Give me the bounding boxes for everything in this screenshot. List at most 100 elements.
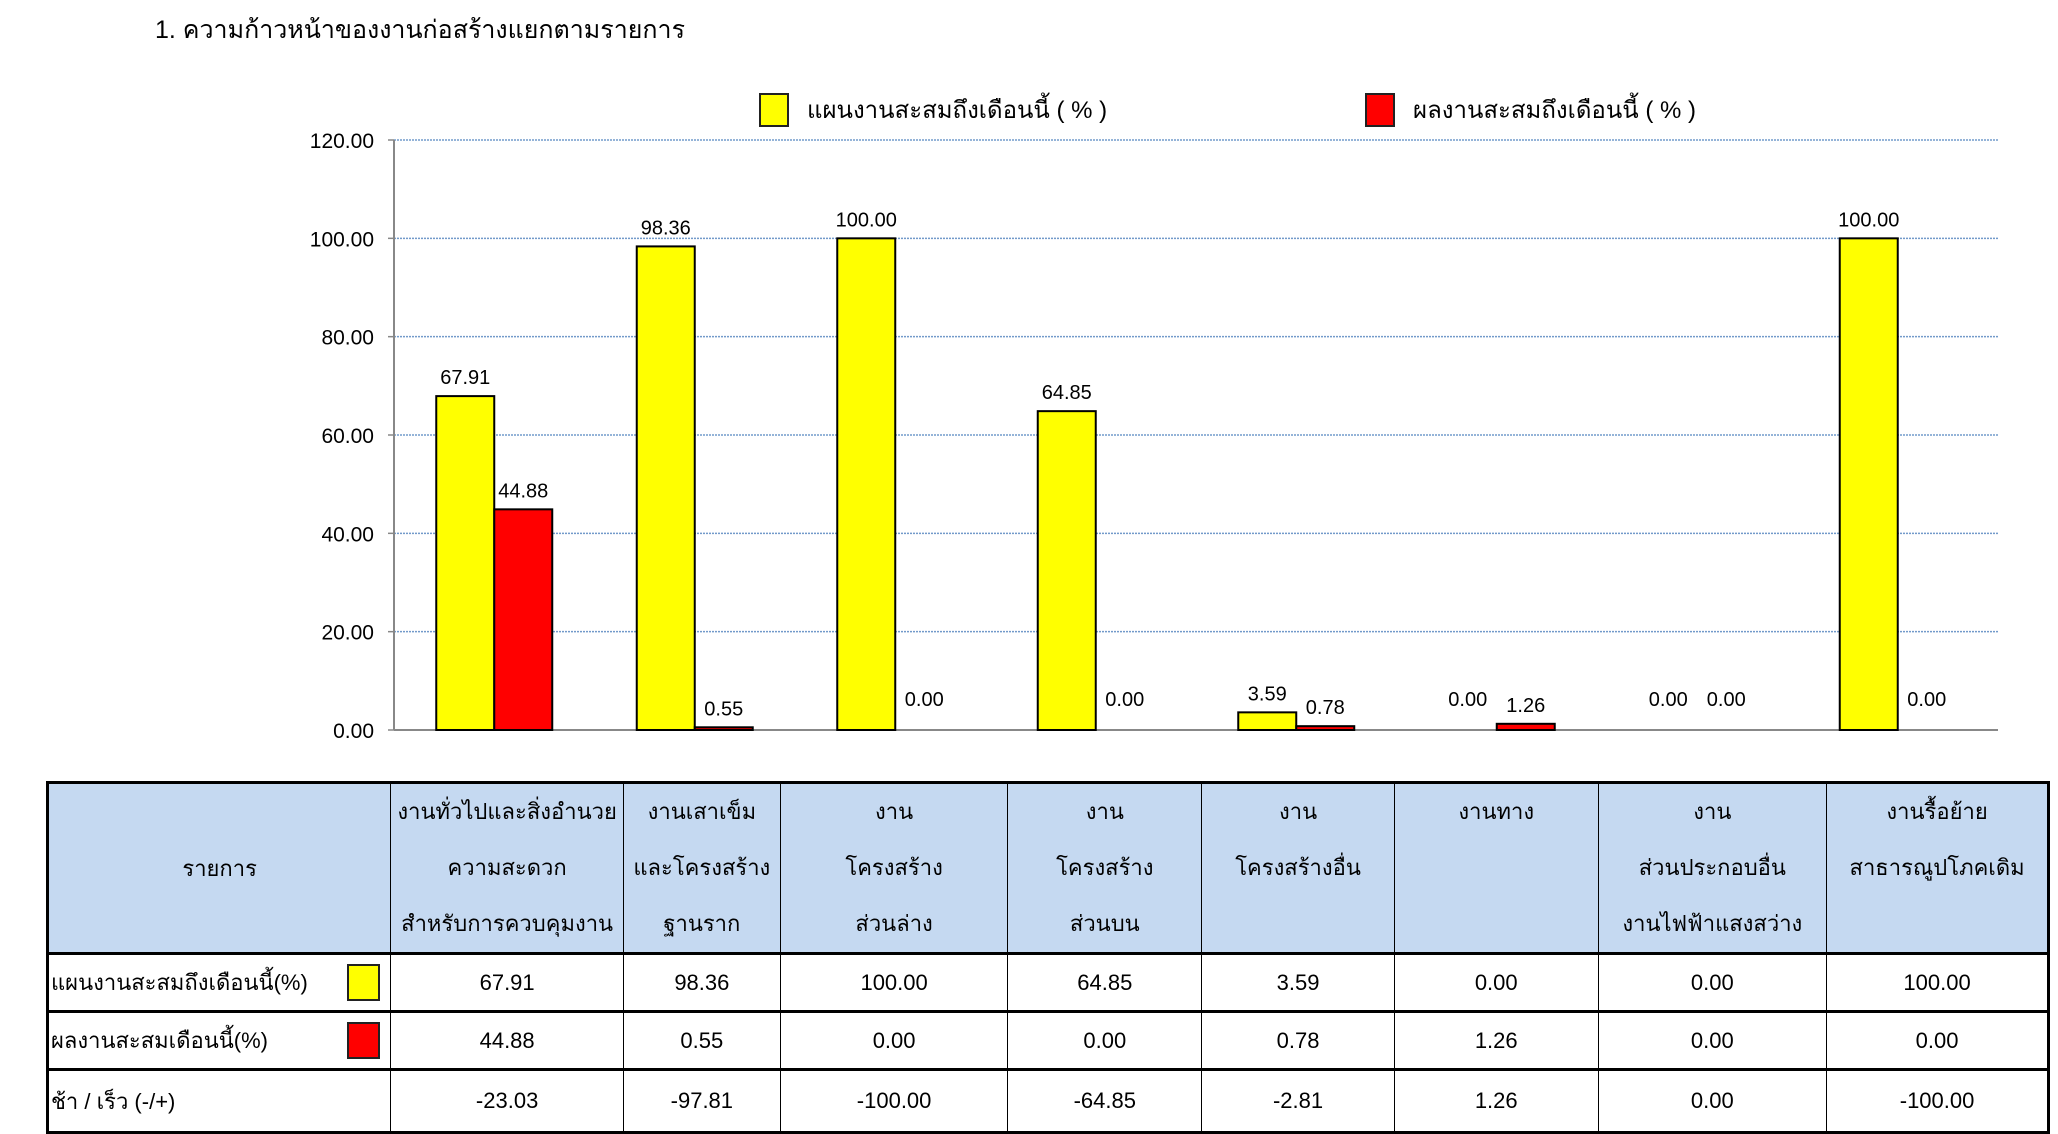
legend-swatch-yellow-icon [759,92,789,127]
row-label: แผนงานสะสมถึงเดือนนี้(%) [51,970,308,995]
column-header: งานส่วนประกอบอื่นงานไฟฟ้าแสงสว่าง [1597,782,1828,955]
column-header-line: งานไฟฟ้าแสงสว่าง [1622,911,1803,936]
y-tick-label: 120.00 [310,130,374,153]
data-label: 64.85 [1042,382,1092,404]
column-header-line: งาน [1278,799,1318,824]
data-label: 0.00 [1907,689,1946,711]
table-cell: 64.85 [1007,953,1203,1012]
table-cell: -100.00 [1826,1069,2049,1133]
column-header-line: งานเสาเข็ม [647,799,757,824]
bar [1495,722,1556,731]
table-cell: 0.00 [1826,1011,2049,1070]
row-label: ช้า / เร็ว (-/+) [51,1088,176,1114]
row-label: ผลงานสะสมเดือนนี้(%) [51,1028,268,1053]
table-cell: 67.91 [390,953,624,1012]
data-label: 67.91 [440,367,490,389]
column-header-line: งานทาง [1458,799,1535,824]
bar [435,395,496,731]
column-header-line: งาน [1085,799,1124,824]
y-tick-label: 0.00 [333,720,374,743]
column-header-line: งาน [875,799,914,824]
y-tick-label: 80.00 [321,327,374,350]
data-table: รายการ งานทั่วไปและสิ่งอำนวยความสะดวกสำห… [46,781,2050,1134]
data-label: 0.00 [1649,689,1688,711]
page-title: 1. ความก้าวหน้าของงานก่อสร้างแยกตามรายกา… [155,16,685,44]
table-cell: 0.00 [1007,1011,1203,1070]
bar [1036,410,1097,731]
table-cell: 44.88 [390,1011,624,1070]
legend-label-actual: ผลงานสะสมถึงเดือนนี้ ( % ) [1413,97,1696,124]
bar [1838,237,1899,731]
table-cell: 100.00 [779,953,1009,1012]
row-swatch-icon [347,1022,381,1059]
data-label: 0.00 [1448,689,1487,711]
row-label-cell: ช้า / เร็ว (-/+) [46,1069,392,1133]
column-header-line: งานรื้อย้าย [1886,799,1988,824]
column-header: งานโครงสร้างส่วนล่าง [779,782,1009,955]
table-row: ผลงานสะสมเดือนนี้(%) 44.88 0.55 0.00 0.00 0.7… [46,1011,2049,1070]
column-header-line: ส่วนประกอบอื่น [1638,855,1786,880]
header-corner: รายการ [46,782,392,955]
column-header-line: โครงสร้าง [1056,855,1154,880]
table-cell: -97.81 [622,1069,781,1133]
data-label: 0.00 [1707,689,1746,711]
table-cell: 0.55 [622,1011,781,1070]
legend-swatch-red-icon [1365,92,1395,127]
legend-item-plan: แผนงานสะสมถึงเดือนนี้ ( % ) [759,90,1107,129]
table-cell: 0.00 [1597,1069,1828,1133]
table-cell: 0.00 [1393,953,1599,1012]
column-header: งานโครงสร้างส่วนบน [1007,782,1203,955]
bar [836,237,897,731]
table-row: ช้า / เร็ว (-/+) -23.03 -97.81 -100.00 -64.8… [46,1069,2049,1133]
column-header-line: ส่วนบน [1069,911,1140,936]
table-cell: 98.36 [622,953,781,1012]
table-cell: -23.03 [390,1069,624,1133]
column-header-line: งานทั่วไปและสิ่งอำนวย [397,799,617,824]
bar [635,245,696,731]
table-cell: 0.00 [1597,1011,1828,1070]
data-label: 44.88 [498,480,548,502]
data-label: 100.00 [836,209,897,231]
column-header-line: สำหรับการควบคุมงาน [401,911,614,936]
column-header-line: สาธารณูปโภคเดิม [1849,855,2025,880]
table-cell: -100.00 [779,1069,1009,1133]
data-label: 98.36 [641,217,691,239]
bar [693,726,754,732]
column-header: งานเสาเข็ม และโครงสร้าง ฐานราก [622,782,781,955]
table-cell: 3.59 [1201,953,1395,1012]
row-swatch-icon [347,964,381,1001]
column-header: งานทาง [1393,782,1599,955]
table-cell: 1.26 [1393,1069,1599,1133]
y-tick-label: 20.00 [321,622,374,645]
data-label: 0.00 [1105,689,1144,711]
data-label: 3.59 [1248,683,1287,705]
bar-chart: 0.00 20.00 40.00 60.00 80.00 100.00 120.00 67.9… [310,130,1998,743]
table-cell: -2.81 [1201,1069,1395,1133]
column-header-line: โครงสร้างอื่น [1235,855,1361,880]
table-cell: 1.26 [1393,1011,1599,1070]
table-cell: -64.85 [1007,1069,1203,1133]
bar [493,508,554,731]
table-cell: 0.78 [1201,1011,1395,1070]
column-header-line: โครงสร้าง [845,855,943,880]
row-label-cell: แผนงานสะสมถึงเดือนนี้(%) [46,953,392,1012]
y-tick-label: 100.00 [310,228,374,251]
column-header-line: ความสะดวก [447,855,567,880]
table-row: แผนงานสะสมถึงเดือนนี้(%) 67.91 98.36 100.00… [46,953,2049,1012]
column-header-line: ฐานราก [663,911,741,936]
row-label-cell: ผลงานสะสมเดือนนี้(%) [46,1011,392,1070]
table-cell: 100.00 [1826,953,2049,1012]
data-label: 0.55 [704,698,743,720]
table-cell: 0.00 [1597,953,1828,1012]
bar [1237,711,1298,732]
legend-label-plan: แผนงานสะสมถึงเดือนนี้ ( % ) [807,97,1108,124]
column-header-line: งาน [1693,799,1732,824]
legend-item-actual: ผลงานสะสมถึงเดือนนี้ ( % ) [1365,90,1696,129]
column-header-line: ส่วนล่าง [855,911,933,936]
y-tick-label: 40.00 [321,523,374,546]
data-label: 100.00 [1838,209,1899,231]
bar [1295,725,1356,731]
column-header: งานทั่วไปและสิ่งอำนวยความสะดวกสำหรับการค… [390,782,624,955]
column-header: งานโครงสร้างอื่น [1201,782,1395,955]
y-tick-label: 60.00 [321,425,374,448]
